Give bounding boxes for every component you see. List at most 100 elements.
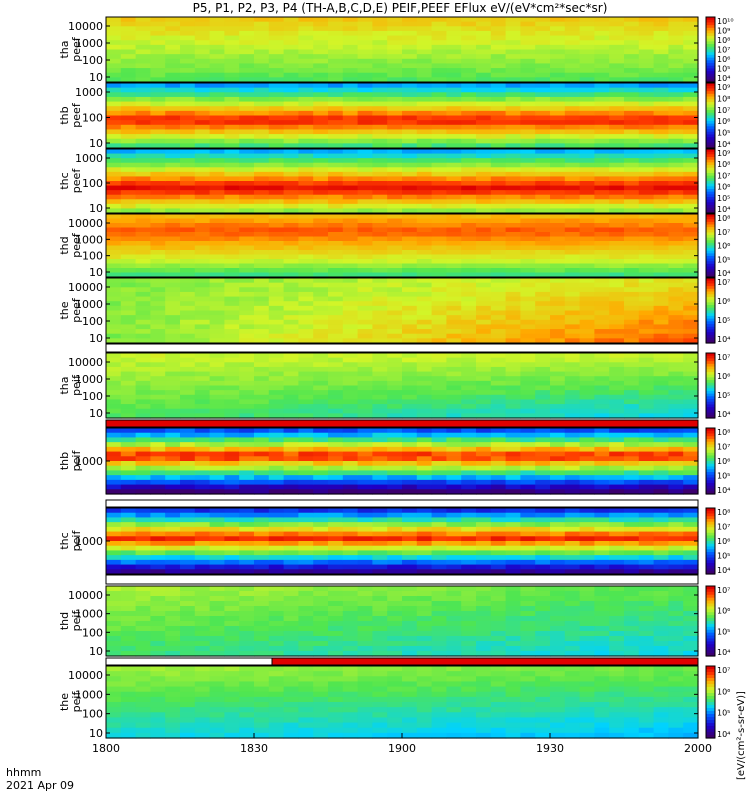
heatmap-cell: [106, 413, 122, 419]
heatmap-cell: [209, 376, 225, 382]
heatmap-cell: [268, 315, 285, 321]
colorbar-segment: [706, 450, 715, 454]
heatmap-cell: [446, 227, 462, 233]
heatmap-cell: [283, 353, 299, 359]
panel-label: thapeif: [58, 374, 83, 396]
heatmap-cell: [209, 58, 225, 65]
heatmap-cell: [313, 190, 329, 196]
heatmap-cell: [387, 465, 403, 472]
heatmap-cell: [490, 522, 507, 528]
heatmap-cell: [653, 199, 669, 205]
heatmap-cell: [165, 106, 181, 112]
colorbar-segment: [706, 324, 715, 328]
heatmap-cell: [564, 272, 581, 278]
heatmap-cell: [387, 442, 403, 448]
heatmap-cell: [683, 40, 699, 46]
heatmap-cell: [135, 545, 151, 552]
heatmap-cell: [224, 167, 240, 173]
heatmap-cell: [283, 171, 299, 178]
heatmap-cell: [476, 268, 492, 274]
heatmap-cell: [550, 26, 566, 32]
heatmap-cell: [624, 77, 640, 83]
heatmap-cell: [387, 404, 403, 410]
heatmap-cell: [609, 569, 625, 575]
heatmap-cell: [372, 149, 388, 155]
heatmap-cell: [120, 158, 137, 164]
heatmap-cell: [476, 461, 492, 467]
heatmap-cell: [165, 227, 181, 233]
heatmap-cell: [520, 484, 536, 490]
panel-label: thbpeif: [58, 450, 83, 472]
heatmap-cell: [209, 282, 225, 288]
heatmap-cell: [638, 87, 655, 93]
heatmap-cell: [150, 456, 166, 462]
heatmap-cell: [431, 232, 447, 238]
heatmap-cell: [431, 287, 447, 293]
heatmap-cell: [254, 569, 270, 575]
colorbar-segment: [706, 441, 715, 446]
heatmap-cell: [624, 287, 640, 293]
heatmap-cell: [594, 185, 610, 191]
heatmap-cell: [402, 371, 418, 377]
heatmap-cell: [357, 124, 373, 131]
heatmap-cell: [165, 390, 181, 396]
heatmap-cell: [402, 442, 418, 448]
heatmap-cell: [668, 333, 684, 339]
heatmap-cell: [461, 489, 477, 495]
heatmap-cell: [461, 162, 477, 168]
heatmap-cell: [298, 214, 314, 220]
heatmap-cell: [461, 77, 477, 83]
heatmap-cell: [476, 176, 492, 182]
colorbar-segment: [706, 358, 715, 362]
heatmap-cell: [624, 338, 640, 344]
heatmap-cell: [431, 390, 447, 396]
heatmap-cell: [476, 227, 492, 233]
heatmap-cell: [106, 315, 122, 321]
colorbar-segment: [706, 207, 715, 211]
heatmap-cell: [135, 214, 151, 220]
heatmap-cell: [268, 138, 285, 144]
heatmap-cell: [520, 512, 536, 519]
heatmap-cell: [165, 115, 181, 121]
heatmap-cell: [342, 250, 359, 256]
heatmap-cell: [416, 555, 433, 561]
heatmap-cell: [550, 432, 566, 439]
heatmap-cell: [579, 475, 595, 481]
heatmap-cell: [624, 106, 640, 112]
heatmap-cell: [609, 245, 625, 251]
heatmap-cell: [476, 329, 492, 335]
heatmap-cell: [194, 296, 211, 302]
heatmap-cell: [106, 338, 122, 344]
heatmap-cell: [268, 329, 285, 335]
heatmap-cell: [446, 315, 462, 321]
heatmap-cell: [387, 329, 403, 335]
heatmap-cell: [328, 268, 344, 274]
heatmap-cell: [283, 92, 299, 98]
heatmap-cell: [461, 484, 477, 490]
colorbar-segment: [706, 477, 715, 481]
heatmap-cell: [461, 232, 477, 238]
heatmap-cell: [653, 54, 669, 60]
heatmap-cell: [298, 564, 314, 570]
heatmap-cell: [431, 83, 447, 89]
heatmap-cell: [180, 272, 196, 278]
heatmap-cell: [298, 158, 314, 164]
heatmap-cell: [372, 129, 388, 135]
heatmap-cell: [135, 158, 151, 164]
heatmap-cell: [476, 110, 492, 117]
heatmap-cell: [254, 268, 270, 274]
heatmap-cell: [579, 124, 595, 131]
heatmap-cell: [106, 357, 122, 363]
heatmap-cell: [535, 26, 551, 32]
heatmap-cell: [638, 92, 655, 98]
heatmap-cell: [446, 245, 462, 251]
heatmap-cell: [328, 564, 344, 570]
heatmap-cell: [254, 456, 270, 462]
heatmap-cell: [609, 437, 625, 443]
heatmap-cell: [120, 227, 137, 233]
heatmap-cell: [357, 176, 373, 182]
heatmap-cell: [461, 120, 477, 126]
heatmap-cell: [653, 555, 669, 561]
heatmap-cell: [224, 236, 240, 242]
heatmap-cell: [209, 489, 225, 495]
